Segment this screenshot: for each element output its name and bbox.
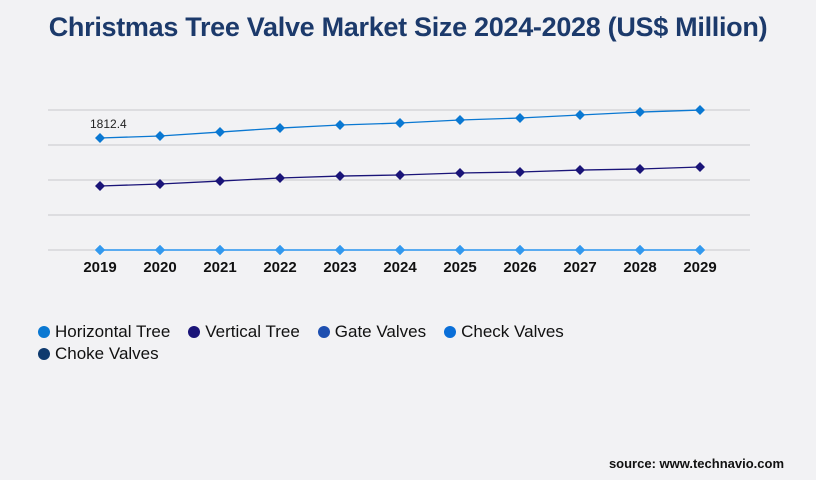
x-tick-label: 2027	[563, 259, 596, 276]
data-point	[515, 245, 525, 255]
data-point	[155, 179, 165, 190]
legend-marker-icon	[38, 348, 50, 360]
data-point	[215, 176, 225, 187]
data-point	[635, 164, 645, 175]
x-tick-label: 2020	[143, 259, 176, 276]
data-point	[155, 131, 165, 142]
data-point	[155, 245, 165, 255]
data-point	[395, 245, 405, 255]
chart-title: Christmas Tree Valve Market Size 2024-20…	[48, 12, 768, 42]
data-point	[395, 118, 405, 129]
data-point	[455, 115, 465, 126]
data-point	[635, 107, 645, 118]
legend-label: Gate Valves	[334, 322, 427, 341]
legend-item: Choke Valves	[38, 344, 159, 364]
legend-item: Check Valves	[444, 322, 564, 342]
legend-item: Vertical Tree	[188, 322, 300, 342]
data-point	[515, 167, 525, 178]
x-tick-label: 2023	[323, 259, 356, 276]
legend-item: Gate Valves	[317, 322, 427, 342]
data-point	[455, 245, 465, 255]
x-tick-label: 2024	[383, 259, 417, 276]
data-point	[275, 123, 285, 134]
legend-marker-icon	[317, 326, 330, 338]
legend-label: Horizontal Tree	[55, 322, 171, 341]
data-point	[515, 113, 525, 124]
source-text: source: www.technavio.com	[608, 456, 784, 471]
data-point	[575, 165, 585, 176]
x-tick-label: 2022	[263, 259, 296, 276]
legend-label: Choke Valves	[55, 344, 159, 363]
data-point	[215, 127, 225, 138]
x-tick-label: 2026	[503, 259, 536, 276]
x-tick-label: 2025	[443, 259, 476, 276]
data-label: 1812.4	[90, 117, 127, 131]
data-point	[335, 171, 345, 182]
data-point	[575, 110, 585, 121]
legend-item: Horizontal Tree	[38, 322, 170, 342]
data-point	[215, 245, 225, 255]
legend-marker-icon	[444, 326, 457, 338]
data-point	[95, 180, 105, 191]
legend-label: Check Valves	[461, 322, 564, 341]
data-point	[695, 105, 705, 116]
data-point	[95, 133, 105, 144]
data-point	[695, 245, 705, 255]
data-point	[575, 245, 585, 255]
x-tick-label: 2019	[83, 259, 116, 276]
data-point	[455, 168, 465, 179]
legend: Horizontal Tree Vertical Tree Gate Valves C…	[38, 322, 658, 364]
data-point	[275, 173, 285, 184]
data-point	[335, 120, 345, 131]
x-tick-label: 2021	[203, 259, 236, 276]
data-point	[95, 245, 105, 255]
data-point	[635, 245, 645, 255]
data-point	[335, 245, 345, 255]
legend-marker-icon	[188, 326, 201, 338]
data-point	[695, 162, 705, 173]
x-tick-label: 2028	[623, 259, 656, 276]
x-tick-label: 2029	[683, 259, 716, 276]
data-point	[275, 245, 285, 255]
legend-marker-icon	[38, 326, 50, 338]
data-point	[395, 169, 405, 180]
legend-label: Vertical Tree	[205, 322, 300, 341]
